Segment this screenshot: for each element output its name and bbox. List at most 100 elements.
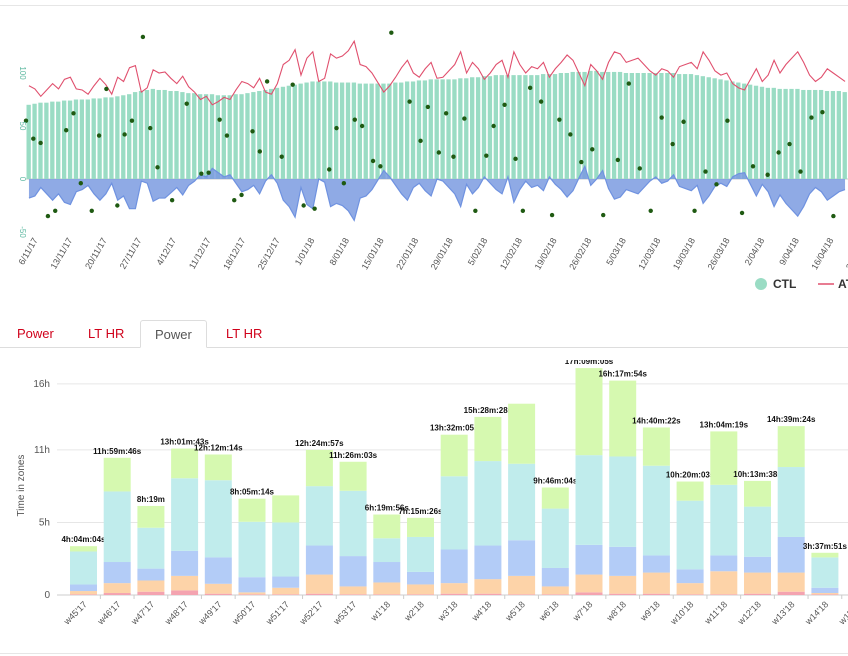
y-tick-label: 50 bbox=[18, 122, 27, 131]
ctl-bar bbox=[736, 82, 741, 179]
ctl-bar bbox=[186, 93, 191, 179]
zone-bar-segment bbox=[171, 575, 199, 591]
x-tick-label: 9/04/18 bbox=[777, 236, 801, 267]
zone-bar-segment bbox=[508, 575, 536, 595]
x-tick-label: 20/11/17 bbox=[83, 236, 109, 271]
zone-bar-segment bbox=[238, 577, 266, 593]
x-tick-label: 13/11/17 bbox=[48, 236, 74, 271]
zone-bar-segment bbox=[541, 508, 569, 568]
bar-total-label: 10h:20m:03s bbox=[666, 471, 715, 480]
ctl-bar bbox=[310, 81, 315, 179]
zone-bar-segment bbox=[642, 427, 670, 466]
bar-total-label: 13h:01m:43s bbox=[160, 438, 209, 447]
y-tick-label: 11h bbox=[34, 445, 50, 456]
zone-bar-segment bbox=[676, 583, 704, 595]
ctl-bar bbox=[517, 75, 522, 179]
bar-total-label: 11h:59m:46s bbox=[93, 447, 142, 456]
zone-bar-segment bbox=[541, 594, 569, 595]
ctl-bar bbox=[529, 75, 534, 179]
zone-bar-segment bbox=[238, 592, 266, 595]
zone-bar-segment bbox=[474, 461, 502, 546]
ctl-bar bbox=[381, 83, 386, 179]
workout-dot bbox=[549, 212, 555, 218]
ctl-bar bbox=[765, 87, 771, 179]
ctl-bar bbox=[227, 95, 232, 179]
zone-bar-segment bbox=[676, 481, 704, 501]
workout-dot bbox=[169, 198, 175, 203]
zone-bar-segment bbox=[305, 593, 333, 595]
ctl-bar bbox=[215, 95, 221, 179]
zone-bar-segment bbox=[339, 556, 367, 587]
x-tick-label: w45'17 bbox=[61, 599, 89, 627]
x-tick-label: w8'18 bbox=[604, 599, 628, 623]
x-tick-label: 12/02/18 bbox=[498, 236, 524, 271]
x-tick-label: w49'17 bbox=[196, 599, 224, 627]
zone-bar-segment bbox=[238, 498, 266, 522]
workout-dot bbox=[473, 208, 478, 213]
ctl-bar bbox=[682, 74, 688, 179]
ctl-bar bbox=[818, 89, 824, 179]
zone-bar-segment bbox=[305, 574, 333, 594]
workout-dot bbox=[407, 99, 412, 104]
ctl-bar bbox=[724, 80, 729, 179]
legend-ctl-marker bbox=[755, 278, 767, 290]
x-tick-label: 25/12/17 bbox=[256, 236, 282, 271]
zone-bar-segment bbox=[777, 426, 805, 468]
ctl-bar bbox=[298, 83, 303, 179]
workout-dot bbox=[341, 181, 347, 186]
zone-bar-segment bbox=[339, 461, 367, 491]
workout-dot bbox=[140, 34, 146, 40]
ctl-bar bbox=[747, 84, 753, 179]
x-tick-label: 5/02/18 bbox=[466, 236, 490, 267]
ctl-bar bbox=[446, 79, 451, 179]
ctl-bar bbox=[694, 75, 700, 179]
workout-dot bbox=[89, 208, 94, 213]
zone-bar-segment bbox=[440, 549, 468, 584]
ctl-bar bbox=[345, 82, 351, 179]
zone-bar-segment bbox=[137, 591, 165, 595]
workout-dot bbox=[568, 132, 573, 137]
tab-lt-hr-1[interactable]: LT HR bbox=[88, 326, 125, 341]
bar-total-label: 9h:46m:04s bbox=[533, 476, 578, 485]
zone-bar-segment bbox=[272, 576, 300, 588]
ctl-bar bbox=[487, 76, 493, 179]
workout-dot bbox=[257, 149, 263, 154]
tab-power-1[interactable]: Power bbox=[17, 326, 54, 341]
workout-dot bbox=[199, 171, 204, 176]
workout-dot bbox=[239, 192, 244, 198]
zone-bar-segment bbox=[137, 568, 165, 581]
ctl-bar bbox=[677, 74, 682, 179]
x-tick-label: w10'18 bbox=[668, 599, 696, 627]
atl-line bbox=[28, 39, 846, 106]
performance-management-chart: 100 50 0 -506/11/17 13/11/17 20/11/17 27/11/17… bbox=[16, 30, 848, 291]
zone-bar-segment bbox=[373, 514, 401, 539]
x-tick-label: w3'18 bbox=[435, 599, 459, 623]
top-divider bbox=[0, 5, 848, 6]
ctl-bar bbox=[422, 80, 428, 179]
zone-bar-segment bbox=[70, 551, 97, 585]
ctl-bar bbox=[268, 88, 274, 179]
zone-bar-segment bbox=[710, 571, 738, 595]
ctl-bar bbox=[475, 77, 481, 179]
ctl-bar bbox=[665, 73, 670, 179]
zone-bar-segment bbox=[70, 546, 97, 552]
ctl-bar bbox=[334, 82, 339, 179]
workout-dot bbox=[63, 128, 69, 133]
ctl-bar bbox=[594, 70, 599, 179]
ctl-bar bbox=[535, 75, 540, 179]
ctl-bar bbox=[635, 73, 640, 179]
zone-bar-segment bbox=[541, 586, 569, 595]
zone-bar-segment bbox=[137, 580, 165, 592]
bottom-divider bbox=[0, 653, 848, 654]
tab-lt-hr-2[interactable]: LT HR bbox=[226, 326, 263, 341]
tab-power-2[interactable]: Power bbox=[140, 320, 207, 348]
zone-bar-segment bbox=[609, 575, 637, 594]
bar-total-label: 8h:19m bbox=[137, 495, 165, 504]
x-tick-label: 1/01/18 bbox=[293, 236, 317, 267]
zone-bar-segment bbox=[171, 478, 199, 551]
ctl-bar bbox=[824, 91, 830, 179]
x-tick-label: w53'17 bbox=[331, 599, 359, 627]
x-tick-label: w9'18 bbox=[638, 599, 662, 623]
time-in-zones-chart: 16h 11h 5h 0 Time in zones w45'17 4h:04m:04s w4… bbox=[16, 360, 848, 627]
ctl-bar bbox=[245, 93, 250, 179]
